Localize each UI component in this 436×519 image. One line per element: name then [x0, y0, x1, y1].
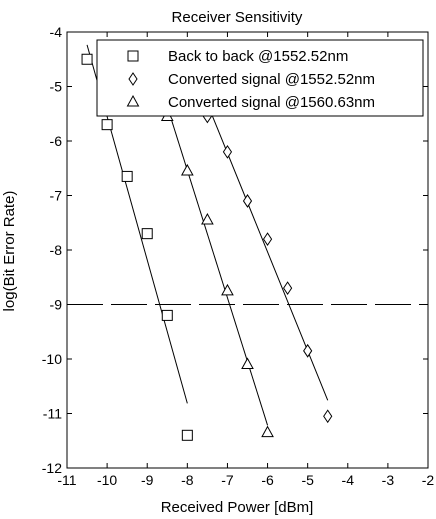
- legend-label-1: Back to back @1552.52nm: [168, 48, 348, 65]
- series-1-point: [161, 309, 173, 321]
- x-tick-label: -9: [141, 472, 154, 488]
- series-3-point: [221, 283, 234, 296]
- x-tick-label: -5: [301, 472, 314, 488]
- series-2-point: [242, 194, 253, 208]
- series-1-point: [81, 53, 93, 65]
- legend-box: [96, 39, 424, 117]
- x-tick-label: -7: [221, 472, 234, 488]
- y-tick-label: -11: [43, 406, 62, 422]
- series-2-point: [303, 343, 313, 358]
- x-tick-label: -2: [422, 472, 435, 488]
- legend-marker-3: [126, 94, 140, 107]
- y-axis-label: log(Bit Error Rate): [1, 191, 18, 312]
- x-tick-label: -4: [342, 472, 355, 488]
- chart-title: Receiver Sensitivity: [172, 9, 303, 26]
- y-tick-label: -9: [50, 297, 63, 313]
- y-tick-label: -12: [42, 460, 62, 476]
- y-tick-label: -8: [50, 242, 63, 258]
- x-tick-label: -3: [382, 472, 395, 488]
- y-tick-label: -4: [50, 24, 63, 40]
- legend-label-3: Converted signal @1560.63nm: [168, 94, 375, 111]
- series-1-point: [141, 228, 153, 240]
- series-3-point: [201, 212, 214, 225]
- y-tick-label: -5: [50, 79, 63, 95]
- y-tick-label: -10: [42, 351, 62, 367]
- x-tick-label: -8: [181, 472, 194, 488]
- legend-label-2: Converted signal @1552.52nm: [168, 71, 375, 88]
- legend-marker-1: [127, 50, 139, 62]
- legend-marker-2: [128, 72, 138, 86]
- series-1-point: [181, 429, 193, 441]
- series-3-point: [261, 425, 274, 438]
- series-2-point: [323, 409, 333, 424]
- series-2-point: [283, 281, 293, 296]
- x-tick-label: -10: [97, 472, 117, 488]
- y-tick-label: -7: [50, 188, 63, 204]
- series-2-point: [222, 144, 233, 159]
- legend: Back to back @1552.52nm Converted signal …: [96, 39, 424, 117]
- series-line-3: [166, 106, 269, 426]
- series-1-point: [121, 170, 133, 182]
- x-tick-label: -6: [261, 472, 274, 488]
- x-axis-label: Received Power [dBm]: [161, 499, 314, 516]
- series-2-point: [262, 232, 273, 247]
- series-3-point: [241, 357, 254, 369]
- series-3-point: [180, 163, 194, 176]
- x-tick-label: -11: [57, 472, 76, 488]
- y-tick-label: -6: [50, 133, 63, 149]
- plot-area: -11 -10 -9 -8 -7 -6 -5 -4 -3 -2-12-11-10-9-8-7-6-…: [42, 24, 435, 488]
- series-1-point: [101, 119, 113, 131]
